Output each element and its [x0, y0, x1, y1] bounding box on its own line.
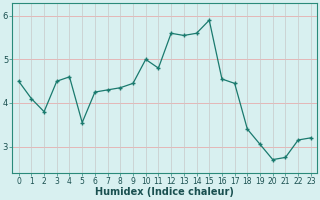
X-axis label: Humidex (Indice chaleur): Humidex (Indice chaleur) — [95, 187, 234, 197]
